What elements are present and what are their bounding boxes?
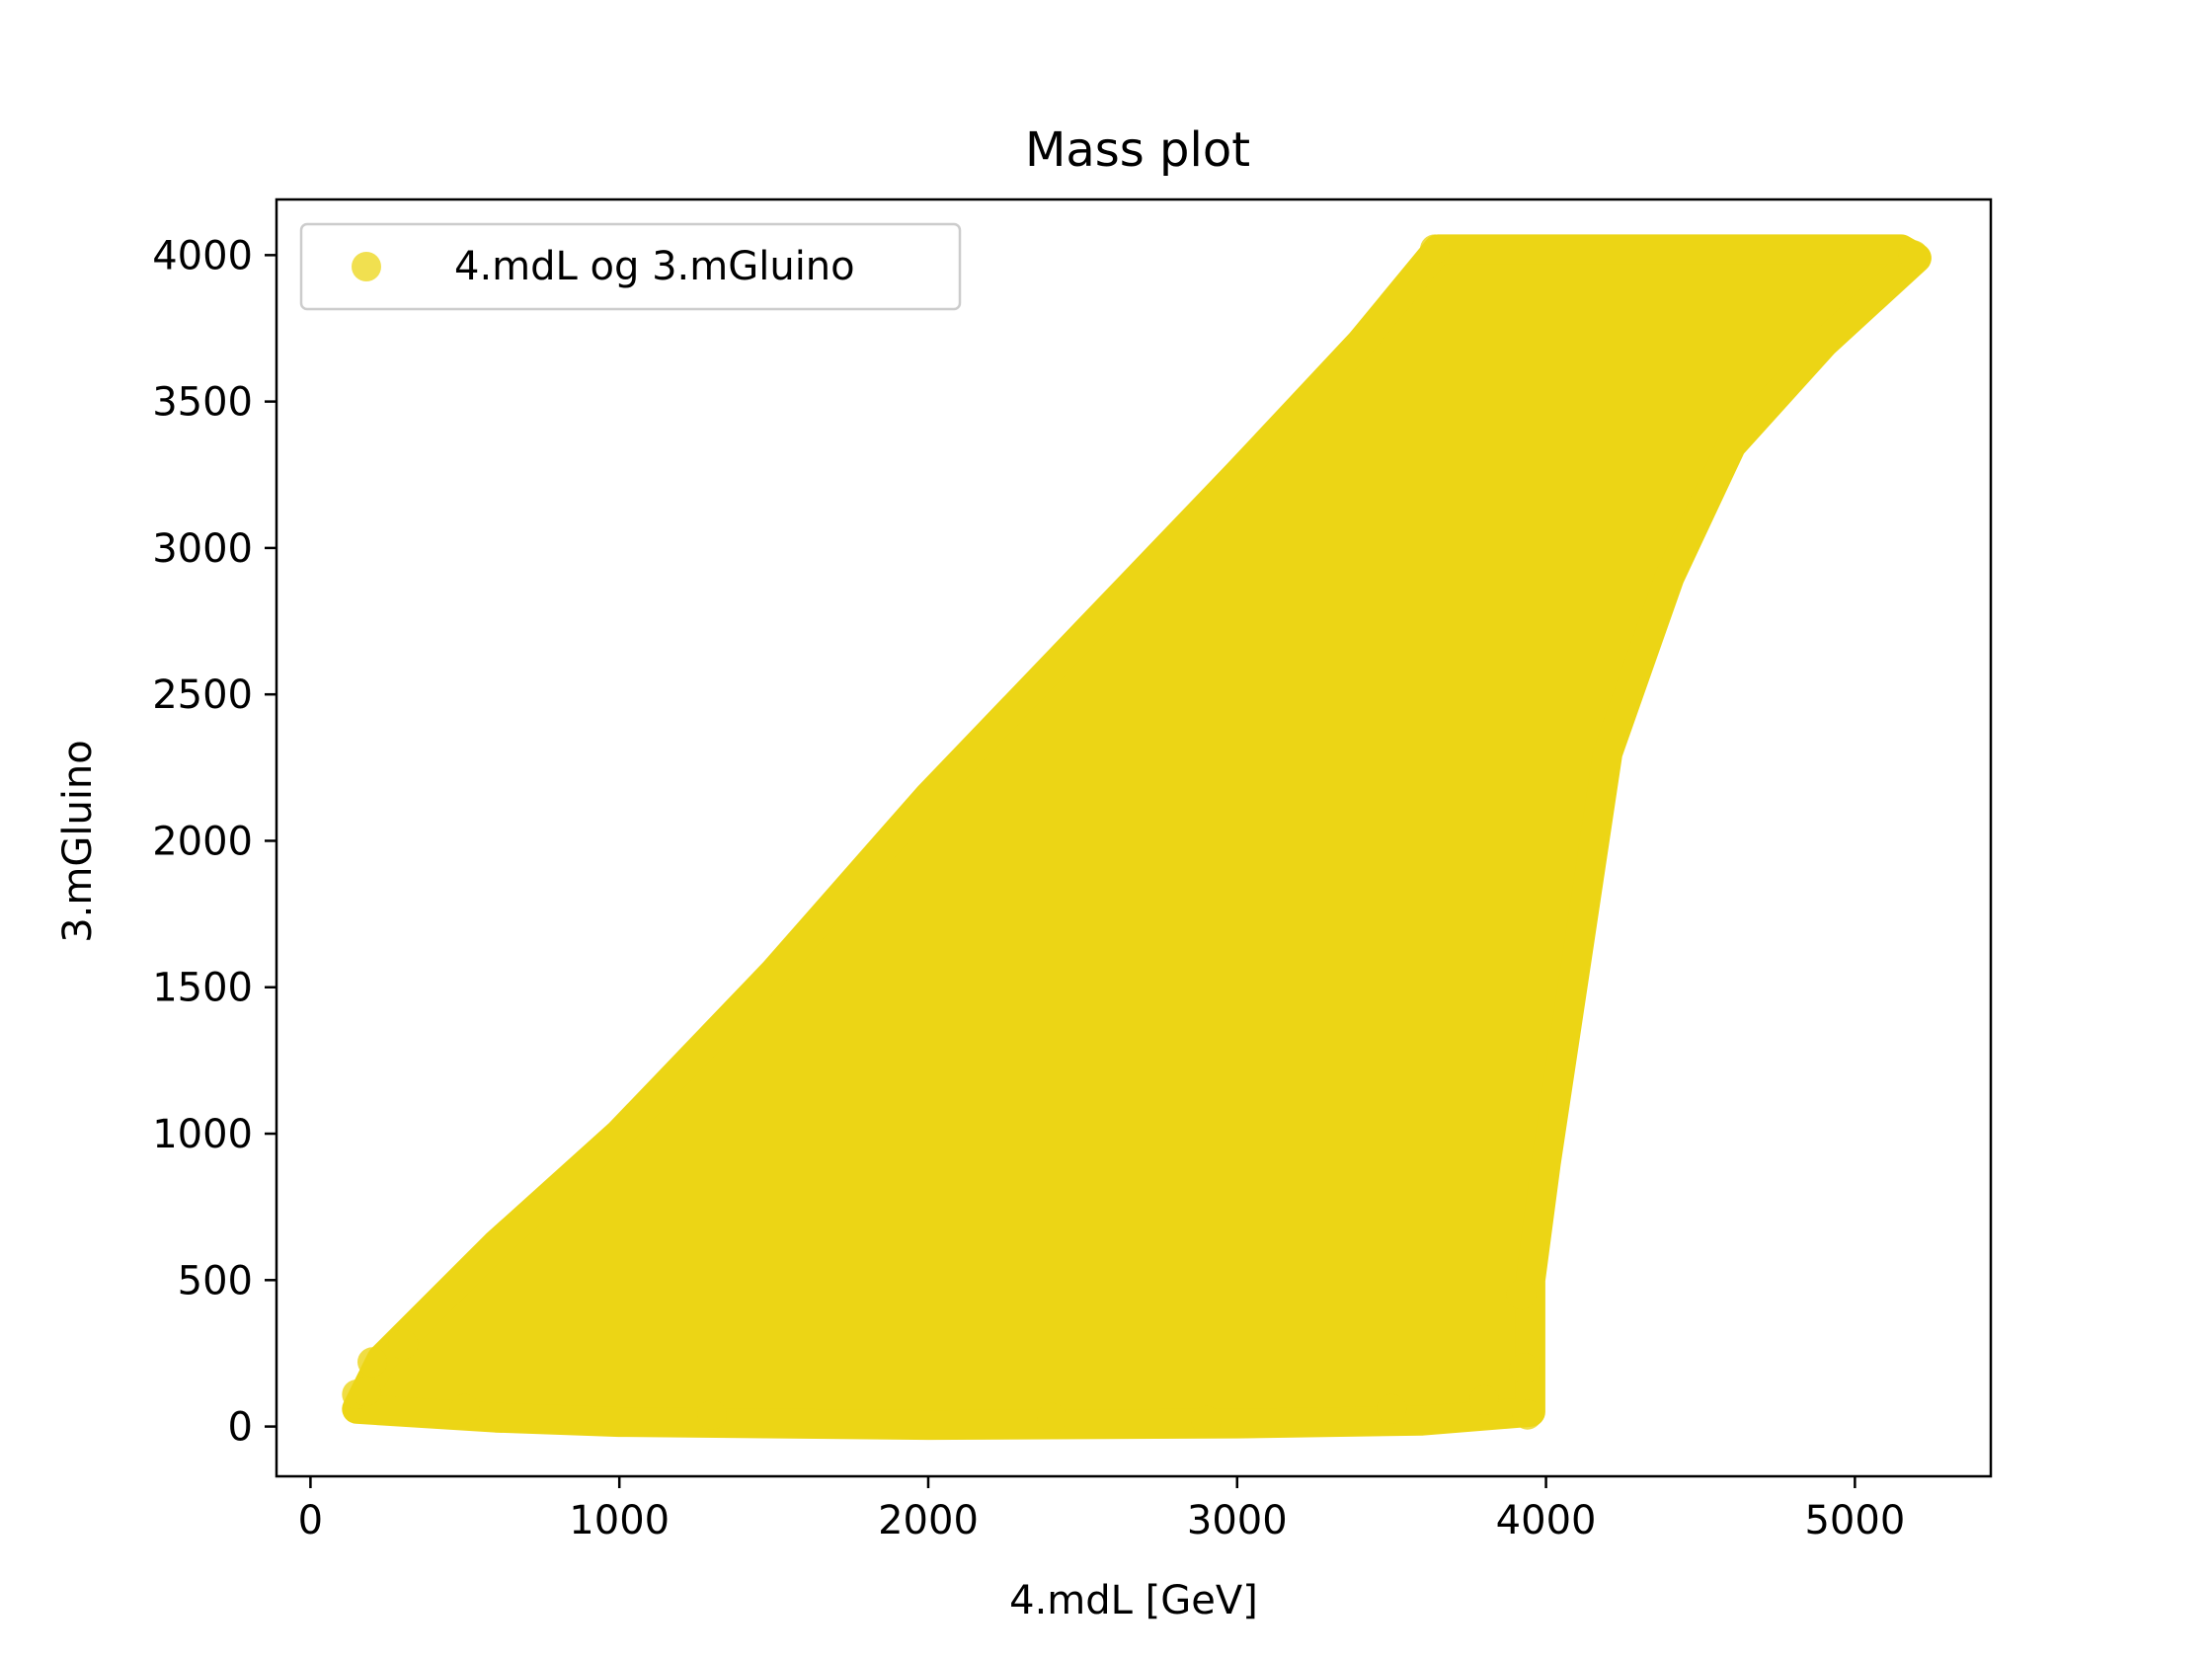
legend-label: 4.mdL og 3.mGluino [454,244,855,289]
x-axis-label: 4.mdL [GeV] [1009,1578,1258,1623]
x-tick-label: 4000 [1496,1498,1597,1543]
scatter-point [697,1399,727,1430]
legend: 4.mdL og 3.mGluino [299,222,962,311]
scatter-point [357,1347,387,1378]
scatter-point [1377,1393,1407,1424]
x-axis: 0 1000 2000 3000 4000 5000 [298,1476,1905,1543]
y-tick-label: 3000 [152,526,253,572]
y-tick-label: 2500 [152,672,253,718]
x-tick-label: 3000 [1187,1498,1288,1543]
scatter-point [351,1377,381,1406]
x-tick-label: 1000 [569,1498,670,1543]
y-tick-label: 2000 [152,819,253,864]
chart-title: Mass plot [1025,122,1250,178]
scatter-point [1898,240,1929,271]
x-tick-label: 2000 [878,1498,979,1543]
scatter-point [1037,1402,1067,1433]
series-layer [342,234,1932,1441]
series-region-0 [342,234,1932,1441]
scatter-point [1420,234,1450,265]
plot-frame [275,198,1993,1478]
legend-box [299,222,962,311]
y-tick-label: 1000 [152,1112,253,1157]
x-tick-label: 5000 [1804,1498,1905,1543]
legend-marker [352,252,381,281]
y-tick-label: 500 [178,1258,253,1304]
scatter-point [1191,1405,1222,1436]
y-tick-label: 0 [228,1405,253,1451]
scatter-point [1469,1384,1499,1415]
scatter-point [1509,1353,1540,1383]
y-tick-label: 1500 [152,966,253,1011]
scatter-point [1506,1280,1537,1310]
scatter-point [449,1393,480,1424]
y-tick-label: 3500 [152,380,253,426]
x-tick-label: 0 [298,1498,323,1543]
y-axis: 0 500 1000 1500 2000 2500 3000 3500 4000 [152,233,276,1451]
y-axis-label: 3.mGluino [55,740,101,943]
scatter-point [1512,1399,1542,1430]
scatter-point [388,1329,419,1360]
y-tick-label: 4000 [152,233,253,278]
